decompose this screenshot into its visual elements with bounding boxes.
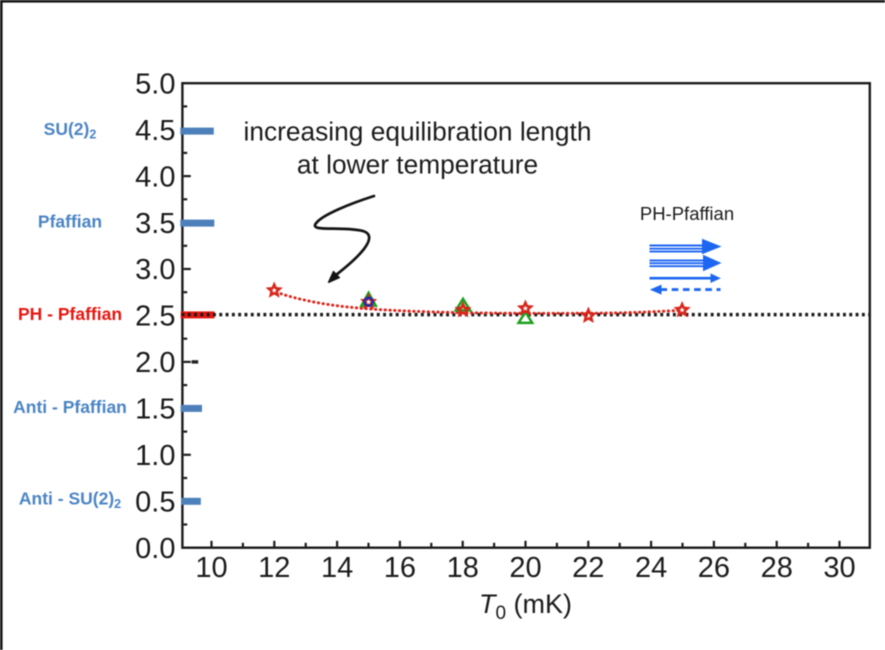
- svg-text:10: 10: [195, 552, 227, 584]
- svg-text:3.5: 3.5: [135, 208, 175, 240]
- svg-text:2.0: 2.0: [135, 347, 175, 379]
- svg-text:Pfaffian: Pfaffian: [38, 212, 102, 232]
- svg-text:1.5: 1.5: [135, 394, 175, 426]
- svg-text:5.0: 5.0: [135, 68, 175, 100]
- svg-text:14: 14: [321, 552, 353, 584]
- svg-text:PH - Pfaffian: PH - Pfaffian: [18, 304, 122, 324]
- svg-text:0.0: 0.0: [135, 533, 175, 565]
- svg-text:28: 28: [761, 552, 793, 584]
- svg-text:increasing equilibration lengt: increasing equilibration length: [244, 117, 592, 147]
- svg-text:1.0: 1.0: [135, 440, 175, 472]
- svg-text:T0 (mK): T0 (mK): [479, 589, 572, 624]
- svg-text:26: 26: [698, 552, 730, 584]
- svg-text:PH-Pfaffian: PH-Pfaffian: [640, 203, 734, 224]
- svg-text:Anti - SU(2)2: Anti - SU(2)2: [19, 489, 121, 512]
- svg-text:12: 12: [258, 552, 290, 584]
- svg-text:30: 30: [823, 552, 855, 584]
- svg-text:2.5: 2.5: [135, 301, 175, 333]
- svg-text:16: 16: [384, 552, 416, 584]
- svg-text:18: 18: [447, 552, 479, 584]
- svg-text:24: 24: [635, 552, 667, 584]
- svg-text:SU(2)2: SU(2)2: [44, 119, 97, 142]
- svg-text:3.0: 3.0: [135, 254, 175, 286]
- svg-text:20: 20: [509, 552, 541, 584]
- svg-text:4.5: 4.5: [135, 115, 175, 147]
- svg-text:Anti - Pfaffian: Anti - Pfaffian: [13, 397, 127, 417]
- svg-text:4.0: 4.0: [135, 161, 175, 193]
- svg-text:0.5: 0.5: [135, 486, 175, 518]
- svg-text:at lower temperature: at lower temperature: [297, 150, 538, 180]
- svg-text:22: 22: [572, 552, 604, 584]
